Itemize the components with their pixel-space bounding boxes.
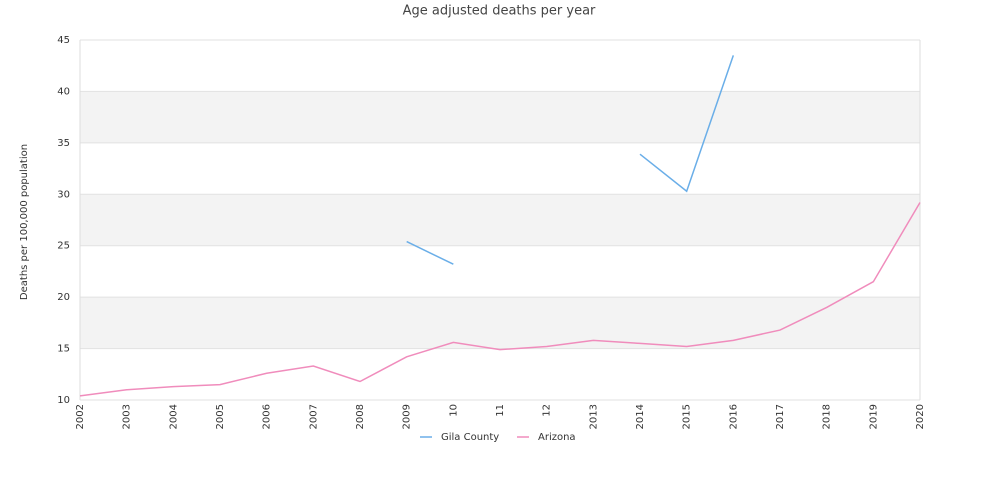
x-tick-label: 2008 — [355, 404, 366, 429]
y-tick-label: 35 — [57, 138, 70, 149]
band — [80, 297, 920, 349]
x-tick-label: 2005 — [215, 404, 226, 429]
x-tick-label: 2002 — [75, 404, 86, 429]
y-tick-label: 25 — [57, 241, 70, 252]
y-tick-label: 20 — [57, 292, 70, 303]
legend-item: Arizona — [517, 432, 576, 443]
y-tick-label: 30 — [57, 189, 70, 200]
x-tick-label: 2020 — [915, 404, 926, 429]
legend-label: Gila County — [441, 432, 499, 443]
x-tick-label: 2006 — [262, 404, 273, 429]
y-axis-label: Deaths per 100,000 population — [19, 144, 30, 300]
x-tick-label: 11 — [495, 404, 506, 417]
x-tick-label: 2004 — [168, 404, 179, 429]
y-tick-label: 40 — [57, 86, 70, 97]
x-tick-label: 2009 — [402, 404, 413, 429]
y-tick-label: 15 — [57, 344, 70, 355]
chart-title: Age adjusted deaths per year — [403, 4, 596, 19]
legend-item: Gila County — [420, 432, 499, 443]
x-tick-label: 2015 — [682, 404, 693, 429]
band — [80, 194, 920, 246]
x-tick-label: 2003 — [122, 404, 133, 429]
x-tick-label: 2014 — [635, 404, 646, 429]
x-tick-label: 2017 — [775, 404, 786, 429]
x-tick-label: 2013 — [588, 404, 599, 429]
y-tick-label: 10 — [57, 395, 70, 406]
x-tick-label: 2016 — [728, 404, 739, 429]
band — [80, 91, 920, 143]
x-tick-label: 12 — [542, 404, 553, 417]
x-tick-label: 2007 — [308, 404, 319, 429]
y-tick-label: 45 — [57, 35, 70, 46]
series-line — [79, 202, 921, 397]
x-tick-label: 2019 — [868, 404, 879, 429]
series-line — [406, 55, 735, 265]
legend-label: Arizona — [538, 432, 576, 443]
x-tick-label: 10 — [448, 404, 459, 417]
x-tick-label: 2018 — [822, 404, 833, 429]
